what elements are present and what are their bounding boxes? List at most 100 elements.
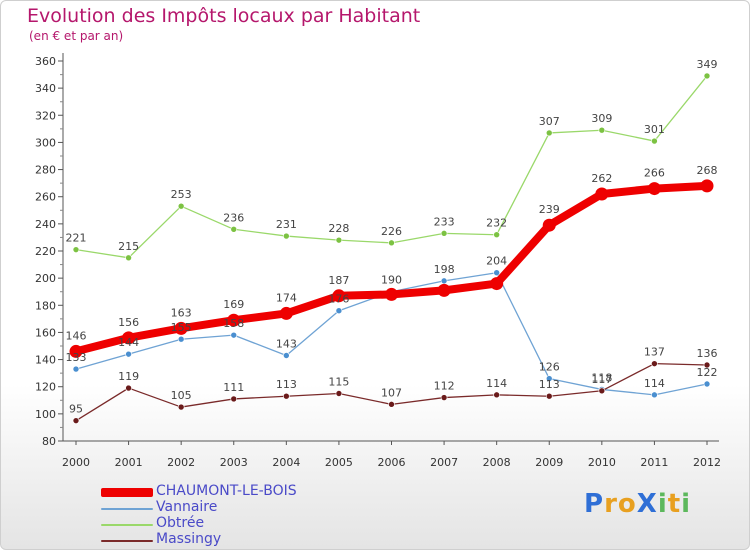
- data-point-massingy: [651, 360, 658, 367]
- y-tick-label: 300: [35, 136, 56, 149]
- data-label-vannaire: 155: [171, 321, 192, 334]
- data-label-massingy: 105: [171, 389, 192, 402]
- data-label-vannaire: 114: [644, 377, 665, 390]
- data-point-vannaire: [125, 350, 132, 358]
- data-point-chaumont-le-bois: [542, 218, 556, 232]
- data-label-vannaire: 143: [276, 338, 297, 351]
- data-point-obtr-e: [177, 202, 185, 210]
- y-tick-label: 180: [35, 299, 56, 312]
- data-label-chaumont-le-bois: 262: [591, 172, 612, 185]
- y-tick-label: 320: [35, 109, 56, 122]
- data-point-obtr-e: [703, 72, 711, 80]
- data-label-obtr-e: 226: [381, 225, 402, 238]
- x-tick-label: 2009: [535, 456, 563, 469]
- x-tick-label: 2003: [220, 456, 248, 469]
- data-point-vannaire: [230, 331, 238, 339]
- y-tick-label: 220: [35, 245, 56, 258]
- legend-label: Vannaire: [156, 499, 218, 515]
- legend-swatch-chaumont: [101, 488, 153, 497]
- y-tick-label: 260: [35, 191, 56, 204]
- data-label-chaumont-le-bois: 174: [276, 291, 297, 304]
- legend-swatch-obtree: [101, 524, 153, 526]
- data-point-chaumont-le-bois: [647, 182, 661, 196]
- data-label-obtr-e: 233: [434, 215, 455, 228]
- x-tick-label: 2012: [693, 456, 721, 469]
- y-tick-label: 240: [35, 218, 56, 231]
- legend-swatch-vannaire: [101, 508, 153, 510]
- data-point-chaumont-le-bois: [437, 283, 451, 297]
- data-label-chaumont-le-bois: 169: [223, 298, 244, 311]
- data-point-vannaire: [440, 277, 448, 285]
- data-label-vannaire: 204: [486, 255, 507, 268]
- data-point-vannaire: [283, 352, 290, 359]
- data-label-obtr-e: 232: [486, 217, 507, 230]
- logo-letter: P: [584, 489, 605, 519]
- data-point-obtr-e: [651, 137, 658, 145]
- data-point-chaumont-le-bois: [332, 289, 346, 303]
- data-point-massingy: [125, 384, 132, 392]
- y-tick-label: 360: [35, 55, 56, 68]
- x-tick-label: 2008: [483, 456, 511, 469]
- data-point-massingy: [703, 361, 711, 369]
- y-tick-label: 80: [42, 435, 56, 448]
- legend-swatch-massingy: [101, 540, 153, 542]
- logo-letter: o: [617, 489, 637, 519]
- legend-label: CHAUMONT-LE-BOIS: [156, 483, 297, 499]
- data-label-obtr-e: 301: [644, 123, 665, 136]
- y-tick-label: 100: [35, 408, 56, 421]
- data-point-obtr-e: [598, 126, 606, 134]
- data-label-chaumont-le-bois: 268: [697, 164, 718, 177]
- x-tick-label: 2002: [167, 456, 195, 469]
- data-label-vannaire: 190: [381, 274, 402, 287]
- data-label-obtr-e: 236: [223, 211, 244, 224]
- data-point-vannaire: [651, 391, 658, 399]
- data-point-obtr-e: [545, 129, 553, 137]
- y-tick-label: 140: [35, 354, 56, 367]
- y-tick-label: 160: [35, 326, 56, 339]
- data-label-chaumont-le-bois: 156: [118, 316, 139, 329]
- data-label-vannaire: 198: [434, 263, 455, 276]
- data-point-chaumont-le-bois: [279, 306, 293, 320]
- legend-label: Massingy: [156, 531, 222, 547]
- x-tick-label: 2001: [115, 456, 143, 469]
- y-tick-label: 120: [35, 381, 56, 394]
- data-label-massingy: 114: [486, 377, 507, 390]
- data-label-vannaire: 133: [66, 351, 87, 364]
- data-label-chaumont-le-bois: 266: [644, 167, 665, 180]
- data-point-chaumont-le-bois: [490, 277, 504, 291]
- data-point-obtr-e: [125, 254, 132, 262]
- x-tick-label: 2006: [378, 456, 406, 469]
- data-point-obtr-e: [335, 236, 343, 244]
- proxiti-logo: ProXiti: [584, 489, 691, 519]
- data-point-massingy: [72, 417, 80, 424]
- data-point-massingy: [177, 403, 185, 411]
- x-tick-label: 2004: [272, 456, 300, 469]
- data-label-obtr-e: 253: [171, 188, 192, 201]
- data-point-vannaire: [335, 307, 343, 315]
- data-label-obtr-e: 349: [697, 58, 718, 71]
- legend-label: Obtrée: [156, 515, 205, 531]
- data-point-vannaire: [177, 335, 185, 343]
- data-label-massingy: 112: [434, 380, 455, 393]
- x-tick-label: 2010: [588, 456, 616, 469]
- x-tick-label: 2000: [62, 456, 90, 469]
- data-point-massingy: [440, 394, 448, 401]
- data-point-chaumont-le-bois: [69, 344, 83, 358]
- data-label-massingy: 95: [69, 403, 83, 416]
- y-tick-label: 280: [35, 164, 56, 177]
- data-point-massingy: [598, 387, 606, 395]
- data-label-massingy: 117: [591, 373, 612, 386]
- y-tick-label: 200: [35, 272, 56, 285]
- data-label-vannaire: 126: [539, 361, 560, 374]
- data-label-obtr-e: 228: [328, 222, 349, 235]
- data-label-massingy: 113: [276, 378, 297, 391]
- data-label-massingy: 113: [539, 378, 560, 391]
- x-tick-label: 2007: [430, 456, 458, 469]
- data-label-obtr-e: 309: [591, 112, 612, 125]
- data-point-obtr-e: [440, 230, 448, 237]
- data-point-chaumont-le-bois: [174, 321, 188, 335]
- data-point-massingy: [388, 401, 395, 408]
- data-point-chaumont-le-bois: [122, 331, 136, 345]
